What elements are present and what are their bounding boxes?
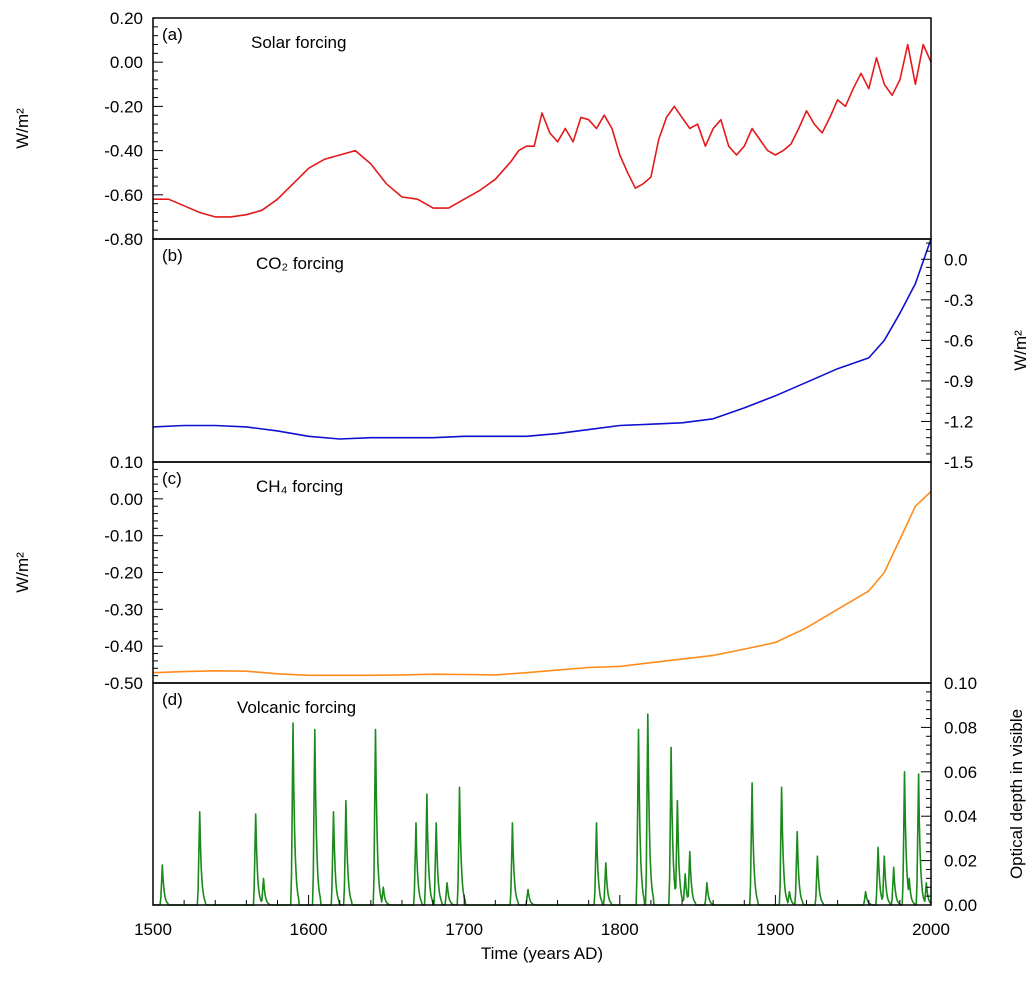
series-line-ch4	[152, 490, 932, 677]
x-tick-label: 1800	[601, 920, 639, 939]
series-line-volcanic	[153, 713, 932, 906]
series-line-co2	[152, 238, 932, 440]
y-tick-label: -0.60	[104, 186, 143, 205]
y-tick-label: 0.02	[944, 852, 977, 871]
y-tick-label: -0.40	[104, 637, 143, 656]
y-tick-label: -0.50	[104, 674, 143, 693]
y-tick-label: 0.08	[944, 718, 977, 737]
panel-volcanic-label: (d)	[162, 690, 183, 709]
y-tick-label: -0.80	[104, 230, 143, 249]
panel-solar: 0.20 0.00 -0.20 -0.40 -0.60 -0.80 (a) Solar f…	[13, 9, 932, 249]
panel-solar-title: Solar forcing	[251, 33, 346, 52]
panel-solar-label: (a)	[162, 25, 183, 44]
y-tick-label: 0.00	[110, 53, 143, 72]
y-tick-label: -0.30	[104, 600, 143, 619]
panel-ch4: 0.10 0.00 -0.10 -0.20 -0.30 -0.40 -0.50 (c) CH…	[13, 453, 932, 693]
panel-volcanic-ylabel: Optical depth in visible	[1007, 709, 1026, 879]
y-tick-label: 0.04	[944, 807, 977, 826]
y-tick-label: 0.00	[944, 896, 977, 915]
y-tick-label: -0.9	[944, 372, 973, 391]
panel-volcanic: 0.10 0.08 0.06 0.04 0.02 0.00 1500 1600 1700 180…	[134, 674, 1026, 963]
y-tick-label: -0.3	[944, 291, 973, 310]
x-axis-label: Time (years AD)	[481, 944, 603, 963]
y-tick-label: 0.20	[110, 9, 143, 28]
y-tick-label: -0.40	[104, 142, 143, 161]
x-tick-label: 2000	[912, 920, 950, 939]
y-tick-label: -1.2	[944, 412, 973, 431]
y-tick-label: 0.0	[944, 250, 968, 269]
panel-volcanic-frame	[152, 682, 932, 906]
x-tick-label: 1500	[134, 920, 172, 939]
panel-co2-title: CO₂ forcing	[256, 254, 344, 273]
y-tick-label: -0.6	[944, 331, 973, 350]
panel-co2-ylabel: W/m²	[1011, 330, 1027, 371]
y-tick-label: -0.10	[104, 527, 143, 546]
x-tick-label: 1700	[445, 920, 483, 939]
y-tick-label: 0.06	[944, 763, 977, 782]
series-line-solar	[153, 43, 932, 218]
x-tick-label: 1900	[756, 920, 794, 939]
y-tick-label: -0.20	[104, 97, 143, 116]
panel-ch4-label: (c)	[162, 469, 182, 488]
panel-ch4-ylabel: W/m²	[13, 552, 32, 593]
y-tick-label: 0.10	[110, 453, 143, 472]
x-tick-label: 1600	[290, 920, 328, 939]
panel-co2: 0.0-0.3-0.6-0.9-1.2-1.5 (b) CO₂ forcing …	[152, 238, 1027, 472]
y-tick-label: 0.00	[110, 490, 143, 509]
y-tick-label: -1.5	[944, 453, 973, 472]
y-tick-label: -0.20	[104, 564, 143, 583]
panel-solar-ylabel: W/m²	[13, 108, 32, 149]
panel-ch4-title: CH₄ forcing	[256, 477, 343, 496]
y-tick-label: 0.10	[944, 674, 977, 693]
panel-co2-label: (b)	[162, 246, 183, 265]
panel-volcanic-title: Volcanic forcing	[237, 698, 356, 717]
